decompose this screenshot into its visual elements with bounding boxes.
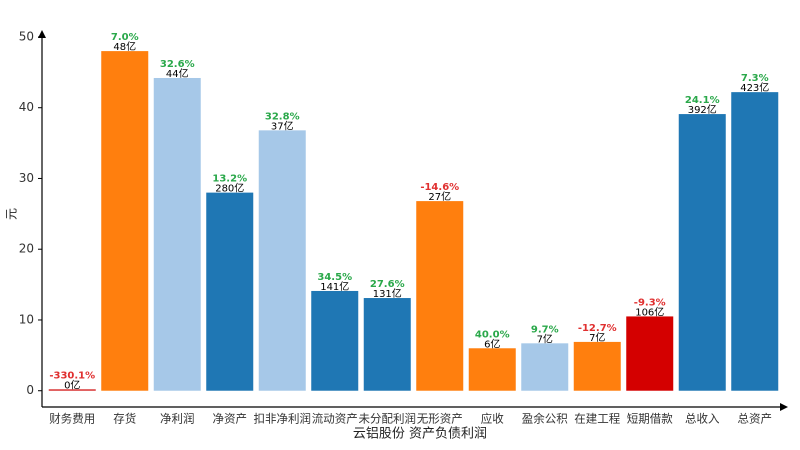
x-tick-label: 无形资产 (417, 412, 463, 426)
bar (258, 130, 306, 391)
amount-label: 27亿 (428, 190, 451, 203)
amount-label: 423亿 (740, 81, 769, 94)
bar (678, 114, 726, 391)
amount-label: 44亿 (166, 67, 189, 80)
change-label: -14.6% (420, 182, 459, 193)
amount-label: 392亿 (688, 103, 717, 116)
x-tick-label: 短期借款 (627, 412, 673, 426)
y-axis-arrow (38, 30, 46, 38)
bar (731, 92, 779, 391)
change-label: -330.1% (49, 370, 95, 381)
y-tick-label: 0 (26, 383, 34, 397)
change-label: 13.2% (212, 174, 247, 185)
x-axis-arrow (780, 403, 788, 411)
amount-label: 7亿 (537, 332, 553, 345)
bar (573, 341, 621, 391)
y-tick-label: 40 (19, 100, 34, 114)
bar (521, 343, 569, 391)
y-axis-label: 元 (5, 208, 19, 220)
y-tick-label: 30 (19, 171, 34, 185)
change-label: 40.0% (475, 329, 510, 340)
change-label: -9.3% (634, 297, 666, 308)
change-label: 24.1% (685, 95, 720, 106)
x-tick-label: 净利润 (160, 412, 195, 426)
chart-title: 云铝股份 资产负债利润 (353, 427, 487, 442)
x-tick-label: 盈余公积 (522, 412, 568, 426)
x-tick-label: 未分配利润 (359, 412, 417, 426)
bar (626, 316, 674, 391)
change-label: 7.0% (111, 32, 139, 43)
change-label: 9.7% (531, 324, 559, 335)
x-tick-label: 在建工程 (574, 412, 620, 426)
x-tick-label: 存货 (113, 412, 136, 426)
bar (416, 201, 464, 391)
amount-label: 131亿 (373, 287, 402, 300)
x-tick-label: 财务费用 (49, 412, 95, 426)
y-tick-label: 20 (19, 242, 34, 256)
amount-label: 141亿 (320, 280, 349, 293)
change-label: 27.6% (370, 279, 405, 290)
bar (206, 192, 254, 391)
amount-label: 48亿 (113, 40, 136, 53)
change-label: -12.7% (578, 323, 617, 334)
change-label: 32.8% (265, 111, 300, 122)
change-label: 7.3% (741, 73, 769, 84)
y-tick-label: 50 (19, 29, 34, 43)
change-label: 34.5% (317, 272, 352, 283)
bar (363, 298, 411, 391)
amount-label: 280亿 (215, 182, 244, 195)
y-tick-label: 10 (19, 312, 34, 326)
change-label: 32.6% (160, 59, 195, 70)
amount-label: 7亿 (589, 331, 605, 344)
x-tick-label: 应收 (481, 412, 504, 426)
amount-label: 37亿 (271, 119, 294, 132)
amount-label: 106亿 (635, 305, 664, 318)
x-tick-label: 总收入 (685, 412, 720, 426)
bar (311, 290, 359, 391)
bar (468, 348, 516, 391)
x-tick-label: 总资产 (738, 412, 773, 426)
x-tick-label: 净资产 (213, 412, 248, 426)
amount-label: 6亿 (484, 337, 500, 350)
bar (153, 77, 201, 391)
x-tick-label: 流动资产 (312, 412, 358, 426)
amount-label: 0亿 (64, 378, 80, 391)
bar (48, 389, 96, 391)
x-tick-label: 扣非净利润 (254, 412, 312, 426)
bar (101, 51, 149, 391)
